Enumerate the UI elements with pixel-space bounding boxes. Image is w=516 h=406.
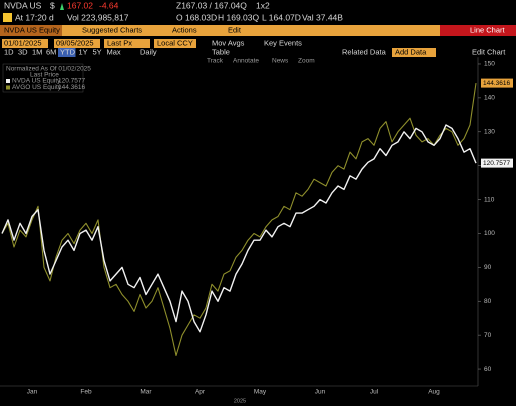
price: 167.02 (67, 0, 93, 10)
menu-item[interactable]: Edit (228, 25, 242, 34)
x-axis-label: 2025 (234, 398, 246, 404)
tool[interactable]: Track (207, 58, 224, 65)
field-input (104, 39, 150, 48)
y-tick-label: 140 (484, 95, 495, 102)
last-value-box (481, 78, 513, 88)
legend-value: 120.7577 (58, 78, 85, 85)
value: Val 37.44B (302, 12, 343, 22)
security[interactable]: NVDA US Equity (4, 25, 60, 34)
x-tick-label: Jun (315, 389, 326, 396)
y-tick-label: 60 (484, 366, 492, 373)
y-tick-label: 90 (484, 264, 492, 271)
exchange-icon (3, 13, 12, 22)
table[interactable]: Table (212, 47, 230, 56)
chart-kind-box (440, 25, 516, 36)
end-date[interactable]: 09/05/2025 (56, 38, 94, 47)
menu-item[interactable]: Suggested Charts (82, 25, 142, 34)
last-value-label: 120.7577 (483, 160, 510, 167)
field[interactable]: Last Px (107, 38, 132, 47)
change: -4.64 (99, 0, 119, 10)
menu-bar (0, 25, 516, 36)
security-box (0, 25, 62, 36)
high: H 169.03Q (218, 12, 259, 22)
legend-swatch (6, 79, 10, 83)
period[interactable]: 1Y (79, 47, 88, 56)
legend-entry: AVGO US Equity (12, 84, 62, 91)
ticker: NVDA US (4, 0, 42, 10)
related-data[interactable]: Related Data (342, 47, 387, 56)
y-tick-label: 130 (484, 128, 495, 135)
tool[interactable]: News (272, 58, 289, 65)
legend-entry: NVDA US Equity (12, 78, 61, 85)
period[interactable]: 3D (18, 47, 28, 56)
y-tick-label: 100 (484, 230, 495, 237)
edit-chart[interactable]: Edit Chart (472, 47, 506, 56)
tool[interactable]: Annotate (233, 58, 259, 65)
series-line (1, 83, 477, 357)
period-buttons: 1D 3D 1M 6M YTD 1Y 5Y Max (4, 47, 121, 57)
y-tick-label: 150 (484, 61, 495, 68)
start-date[interactable]: 01/01/2025 (4, 38, 42, 47)
last-value-box (481, 158, 513, 168)
period[interactable]: 5Y (93, 47, 102, 56)
currency: $ (50, 0, 55, 10)
period[interactable]: 1M (32, 47, 42, 56)
x-tick-label: May (254, 389, 267, 396)
date-input (54, 39, 100, 48)
key-events[interactable]: Key Events (264, 38, 302, 47)
quote: Z167.03 / 167.04Q (176, 0, 247, 10)
add-data-box (392, 48, 436, 57)
y-tick-label: 110 (484, 196, 495, 203)
x-tick-label: Jul (370, 389, 379, 396)
legend-note: Normalized As Of 01/02/2025 (6, 66, 91, 73)
period[interactable]: Max (107, 47, 121, 56)
up-arrow (60, 3, 64, 10)
chart-kind: Line Chart (470, 25, 506, 34)
chart: 60708090100110120130140150JanFebMarAprMa… (0, 57, 513, 404)
period[interactable]: 1D (4, 47, 14, 56)
date-input (2, 39, 48, 48)
legend-field: Last Price (30, 72, 59, 79)
legend-swatch (6, 85, 10, 90)
size: 1x2 (256, 0, 270, 10)
y-tick-label: 80 (484, 298, 492, 305)
low: L 164.07D (262, 12, 301, 22)
legend-box (2, 63, 84, 93)
y-tick-label: 70 (484, 332, 492, 339)
tool[interactable]: Zoom (298, 58, 315, 65)
currency-select[interactable]: Local CCY (157, 38, 193, 47)
last-value-label: 144.3616 (483, 80, 510, 87)
mov-avgs[interactable]: Mov Avgs (212, 38, 245, 47)
menu-item[interactable]: Actions (172, 25, 197, 34)
time: At 17:20 d (15, 12, 54, 22)
x-tick-label: Aug (428, 389, 440, 396)
ccy-input (154, 39, 196, 48)
period-active (58, 48, 76, 57)
x-tick-label: Mar (140, 389, 152, 396)
series-line (1, 124, 477, 333)
x-tick-label: Jan (27, 389, 38, 396)
add-data[interactable]: Add Data (395, 47, 427, 56)
x-tick-label: Feb (80, 389, 92, 396)
open: O 168.03D (176, 12, 217, 22)
x-tick-label: Apr (195, 389, 206, 396)
volume: Vol 223,985,817 (67, 12, 129, 22)
period[interactable]: YTD (60, 47, 76, 56)
period[interactable]: 6M (46, 47, 56, 56)
legend-value: 144.3616 (58, 84, 85, 91)
frequency[interactable]: Daily (140, 47, 157, 56)
